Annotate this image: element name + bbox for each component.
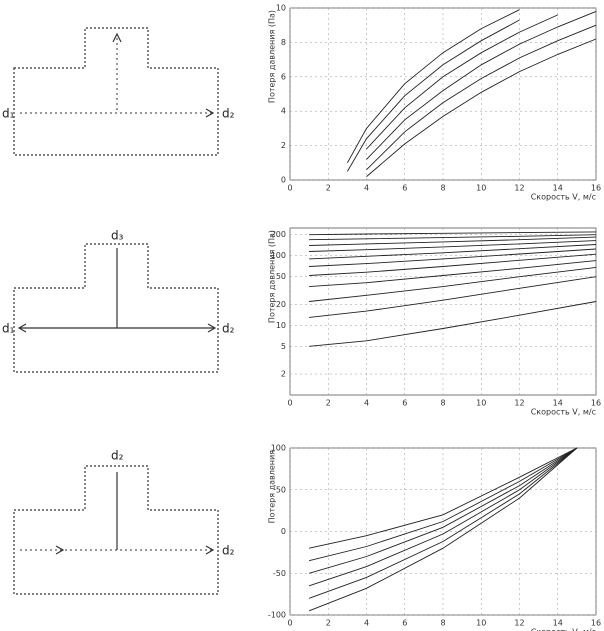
y-tick-label: 4 — [281, 107, 286, 116]
arrow-head — [112, 32, 122, 43]
curve — [309, 266, 597, 302]
arrow-head — [17, 323, 217, 333]
diameter-label: d₂ — [222, 544, 235, 558]
x-tick-label: 4 — [364, 184, 369, 193]
curve — [366, 14, 558, 150]
x-tick-label: 14 — [553, 184, 563, 193]
x-tick-label: 6 — [402, 184, 407, 193]
curve — [309, 231, 597, 236]
curve — [366, 10, 597, 160]
y-axis-label: Потеря давления (Па) — [268, 10, 277, 103]
y-tick-label: 0 — [281, 527, 286, 536]
x-tick-label: 14 — [553, 619, 563, 628]
curve — [366, 24, 597, 171]
x-tick-label: 4 — [364, 619, 369, 628]
y-tick-label: 100 — [271, 444, 286, 453]
curve — [308, 447, 578, 562]
tee-outline — [13, 27, 219, 156]
diameter-label: d₂ — [222, 107, 235, 121]
diameter-label: d₁ — [2, 107, 15, 121]
curve — [309, 253, 597, 276]
y-tick-label: 0 — [281, 176, 286, 185]
curve — [308, 447, 578, 574]
y-tick-label: 100 — [271, 251, 286, 260]
curve — [347, 9, 520, 164]
curve — [309, 447, 578, 549]
curve — [309, 236, 597, 246]
y-tick-label: -50 — [273, 569, 286, 578]
diameter-label: d₂ — [222, 322, 235, 336]
x-tick-label: 14 — [553, 399, 563, 408]
curve — [309, 234, 597, 241]
diameter-label: d₂ — [111, 449, 124, 463]
diameter-label: d₁ — [2, 322, 15, 336]
y-tick-label: 50 — [276, 272, 286, 281]
curve — [347, 19, 520, 172]
x-tick-label: 4 — [364, 399, 369, 408]
diameter-label: d₃ — [111, 229, 124, 243]
curve — [366, 38, 597, 177]
x-tick-label: 8 — [440, 184, 445, 193]
x-tick-label: 16 — [591, 399, 601, 408]
curve — [309, 260, 597, 288]
x-tick-label: 6 — [402, 619, 407, 628]
x-tick-label: 10 — [476, 399, 486, 408]
curve — [309, 276, 597, 318]
tee-outline — [13, 465, 219, 595]
y-axis-label: Потеря давления (Па) — [268, 230, 277, 323]
arrow-head — [55, 545, 215, 555]
y-axis-label: Потеря давления — [268, 450, 277, 524]
y-tick-label: 10 — [276, 4, 286, 13]
x-tick-label: 8 — [440, 619, 445, 628]
y-tick-label: 5 — [281, 342, 286, 351]
x-tick-label: 12 — [514, 399, 524, 408]
curve — [308, 447, 578, 587]
x-tick-label: 0 — [287, 619, 292, 628]
x-axis-label: Скорость V, м/с — [531, 408, 596, 417]
x-tick-label: 6 — [402, 399, 407, 408]
tee-outline — [13, 243, 219, 373]
x-tick-label: 12 — [514, 184, 524, 193]
curve — [309, 248, 597, 267]
y-tick-label: 6 — [281, 72, 286, 81]
y-tick-label: 2 — [281, 370, 286, 379]
y-tick-label: 200 — [271, 230, 286, 239]
arrow-head — [205, 108, 215, 118]
curve — [308, 447, 578, 599]
x-tick-label: 2 — [326, 184, 331, 193]
x-tick-label: 8 — [440, 399, 445, 408]
y-tick-label: 10 — [276, 321, 286, 330]
x-axis-label: Скорость V, м/с — [531, 193, 596, 202]
x-axis-label: Скорость V, м/с — [531, 628, 596, 631]
curve — [309, 240, 597, 252]
curve — [308, 447, 578, 612]
y-tick-label: -100 — [268, 611, 286, 620]
x-tick-label: 16 — [591, 184, 601, 193]
y-tick-label: 20 — [276, 300, 286, 309]
x-tick-label: 2 — [326, 399, 331, 408]
y-tick-label: 2 — [281, 141, 286, 150]
x-tick-label: 10 — [476, 184, 486, 193]
x-tick-label: 16 — [591, 619, 601, 628]
x-tick-label: 2 — [326, 619, 331, 628]
y-tick-label: 8 — [281, 38, 286, 47]
x-tick-label: 10 — [476, 619, 486, 628]
y-tick-label: 50 — [276, 485, 286, 494]
x-tick-label: 0 — [287, 184, 292, 193]
curve — [309, 244, 597, 260]
curve — [309, 301, 597, 347]
x-tick-label: 0 — [287, 399, 292, 408]
x-tick-label: 12 — [514, 619, 524, 628]
